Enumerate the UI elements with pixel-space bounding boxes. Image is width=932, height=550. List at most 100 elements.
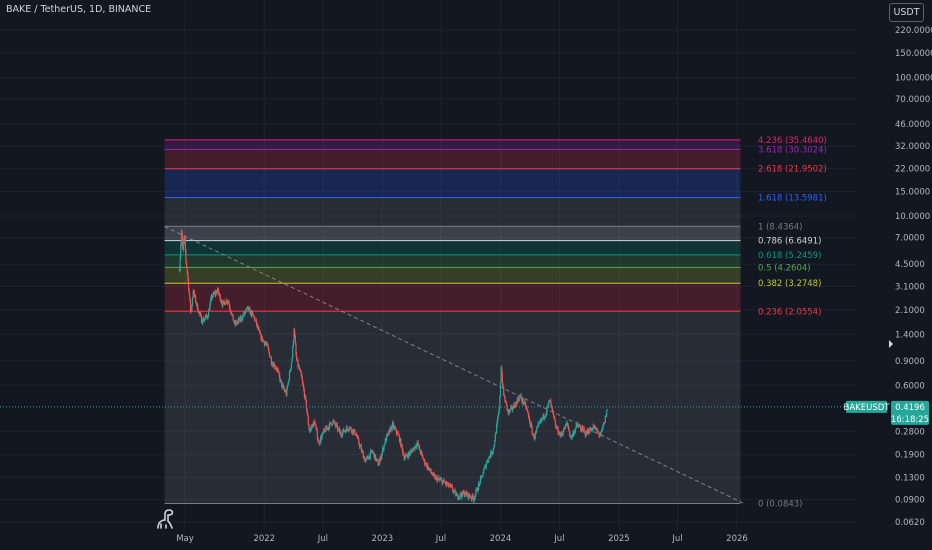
- candle-body: [306, 408, 308, 413]
- candle-body: [272, 364, 274, 367]
- fib-zone: [164, 168, 741, 198]
- candle-body: [253, 316, 256, 320]
- axis-pointer-icon: [889, 340, 893, 348]
- candle-body: [541, 418, 543, 421]
- candle-body: [385, 435, 388, 441]
- candle-body: [287, 381, 289, 386]
- candle-body: [451, 486, 454, 491]
- candle-body: [466, 493, 468, 496]
- candle-body: [311, 424, 313, 428]
- candle-body: [551, 406, 553, 410]
- candle-body: [404, 455, 406, 459]
- candle-body: [592, 427, 594, 431]
- candle-body: [183, 237, 185, 244]
- candle-body: [231, 314, 234, 315]
- candle-body: [523, 401, 526, 404]
- candle-body: [341, 431, 344, 436]
- candle-body: [422, 458, 425, 460]
- candle-body: [364, 461, 366, 462]
- candle-body: [470, 497, 472, 499]
- candle-body: [250, 311, 252, 315]
- candle-body: [503, 387, 505, 396]
- candle-body: [274, 364, 276, 368]
- chart-title: BAKE / TetherUS, 1D, BINANCE: [6, 4, 152, 15]
- candle-body: [455, 491, 457, 496]
- candle-body: [465, 491, 467, 494]
- time-axis[interactable]: May 2022 Jul 2023 Jul 2024 Jul 2025 Jul 2026: [176, 534, 748, 544]
- candle-body: [334, 424, 337, 426]
- trendline[interactable]: [164, 226, 744, 504]
- candle-body: [556, 427, 559, 430]
- candle-body: [420, 451, 423, 454]
- candle-body: [572, 432, 574, 435]
- candle-body: [346, 427, 348, 429]
- candle-body: [591, 429, 593, 431]
- candle-body: [437, 478, 439, 482]
- candle-body: [398, 435, 401, 443]
- candle-body: [543, 414, 545, 419]
- candle-body: [463, 491, 465, 496]
- fib-level-label: 2.618 (21.9502): [758, 165, 827, 175]
- candle-body: [528, 417, 531, 423]
- candle-body: [431, 474, 434, 476]
- candlestick-series: [178, 228, 608, 504]
- currency-button[interactable]: USDT: [889, 3, 924, 22]
- candle-body: [197, 310, 199, 313]
- candle-body: [365, 457, 368, 459]
- candle-body: [569, 431, 571, 436]
- candle-body: [598, 432, 600, 435]
- candle-body: [180, 230, 183, 245]
- candle-body: [529, 422, 531, 426]
- candle-body: [480, 476, 482, 479]
- candle-body: [532, 434, 535, 436]
- candle-body: [329, 422, 331, 424]
- candle-body: [275, 367, 277, 369]
- candle-body: [605, 416, 607, 418]
- candle-body: [487, 460, 489, 462]
- fib-zone: [164, 240, 741, 255]
- candle-body: [517, 400, 520, 402]
- candle-body: [418, 446, 420, 447]
- candle-body: [553, 415, 555, 419]
- candle-body: [584, 430, 586, 432]
- candle-body: [254, 319, 256, 321]
- candle-body: [504, 396, 506, 402]
- candle-body: [255, 319, 257, 321]
- candle-body: [235, 321, 237, 325]
- candle-body: [476, 488, 478, 492]
- candle-body: [475, 488, 478, 490]
- candle-body: [213, 292, 216, 295]
- candle-body: [273, 364, 275, 367]
- candle-body: [390, 426, 392, 432]
- candle-body: [492, 448, 494, 452]
- candle-body: [284, 390, 286, 393]
- candle-body: [441, 480, 443, 485]
- candle-body: [436, 477, 438, 482]
- candle-body: [343, 430, 346, 432]
- candle-body: [501, 374, 504, 385]
- candle-body: [241, 317, 243, 320]
- candle-body: [281, 381, 283, 388]
- candle-body: [585, 435, 587, 436]
- candle-body: [546, 406, 548, 413]
- candle-body: [606, 409, 608, 411]
- candle-body: [566, 422, 568, 424]
- candle-body: [328, 426, 330, 429]
- candle-body: [195, 302, 197, 305]
- candle-body: [230, 309, 232, 313]
- price-axis[interactable]: 220.0000 150.0000 100.0000 70.0000 46.0000 32…: [889, 26, 932, 528]
- candle-body: [477, 483, 480, 491]
- candle-body: [580, 427, 582, 430]
- candle-body: [236, 322, 238, 324]
- candle-body: [349, 427, 351, 429]
- candle-body: [581, 427, 583, 432]
- candle-body: [524, 401, 526, 403]
- candle-body: [185, 250, 187, 261]
- candle-body: [432, 473, 434, 476]
- candle-body: [285, 391, 287, 393]
- fibonacci-extension[interactable]: 4.236 (35.4640)3.618 (30.3024) 2.618 (21.…: [164, 136, 827, 510]
- candle-body: [349, 427, 351, 429]
- candle-body: [400, 444, 403, 447]
- candle-body: [274, 367, 276, 369]
